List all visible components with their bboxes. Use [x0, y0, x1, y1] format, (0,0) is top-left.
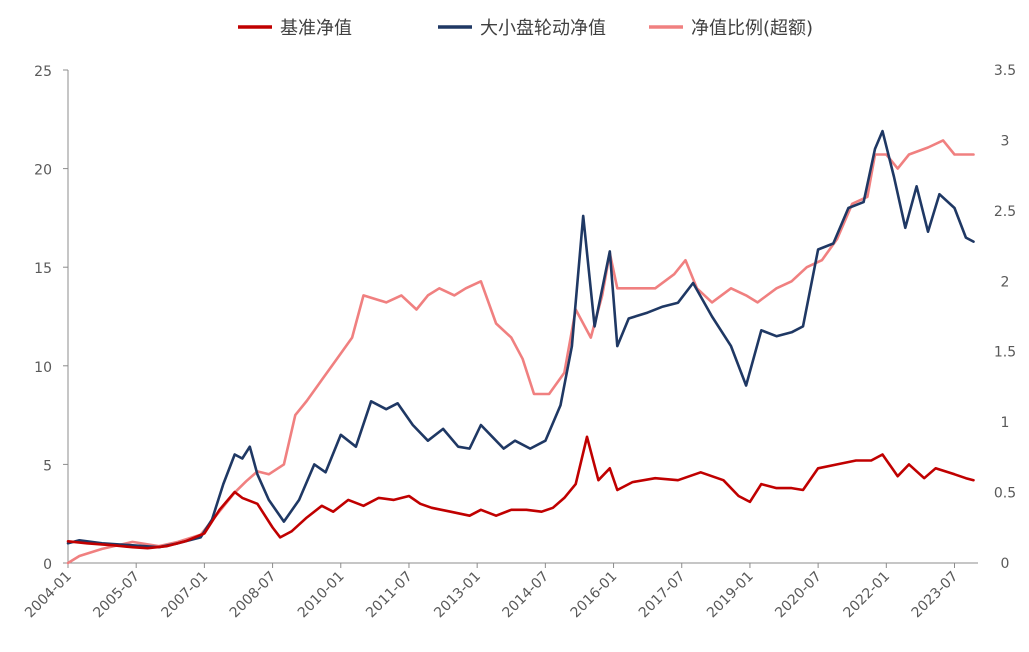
- x-tick-label: 2014-07: [500, 569, 553, 622]
- y-right-tick-label: 3.5: [994, 63, 1016, 79]
- legend-label: 净值比例(超额): [691, 18, 813, 39]
- y-right-tick-label: 1: [1001, 415, 1010, 431]
- x-tick-label: 2019-01: [704, 569, 757, 622]
- y-right-tick-label: 2.5: [994, 204, 1016, 220]
- x-tick-label: 2004-01: [22, 569, 75, 622]
- x-tick-label: 2022-01: [840, 569, 893, 622]
- y-left-tick-label: 15: [34, 261, 52, 277]
- legend: 基准净值 大小盘轮动净值 净值比例(超额): [238, 18, 813, 39]
- x-tick-label: 2007-01: [159, 569, 212, 622]
- legend-label: 大小盘轮动净值: [480, 18, 606, 39]
- y-right-tick-label: 0.5: [994, 486, 1016, 502]
- series-line-1: [66, 129, 975, 549]
- x-tick-label: 2005-07: [90, 569, 143, 622]
- series-line-0: [66, 435, 975, 550]
- y-right-tick-label: 0: [1001, 556, 1010, 572]
- x-tick-label: 2023-07: [909, 569, 962, 622]
- axes: 0 5 10 15 20 25 0 0.5 1 1.5 2 2.5 3 3.5 2004-01 2005-07…: [22, 63, 1016, 621]
- legend-label: 基准净值: [280, 18, 352, 39]
- x-tick-label: 2011-07: [363, 569, 416, 622]
- x-tick-label: 2016-01: [568, 569, 621, 622]
- y-right-tick-label: 3: [1001, 133, 1010, 149]
- x-tick-label: 2008-07: [227, 569, 280, 622]
- series-layer: [66, 129, 975, 565]
- y-right-tick-label: 2: [1001, 274, 1010, 290]
- series-line-2: [66, 139, 975, 565]
- y-right-tick-label: 1.5: [994, 345, 1016, 361]
- x-tick-label: 2010-01: [295, 569, 348, 622]
- y-left-tick-label: 10: [34, 360, 52, 376]
- y-left-tick-label: 20: [34, 163, 52, 179]
- y-left-tick-label: 0: [43, 557, 52, 573]
- x-tick-label: 2017-07: [636, 569, 689, 622]
- y-left-tick-label: 5: [43, 458, 52, 474]
- y-left-tick-label: 25: [34, 64, 52, 80]
- x-tick-label: 2020-07: [772, 569, 825, 622]
- x-tick-label: 2013-01: [431, 569, 484, 622]
